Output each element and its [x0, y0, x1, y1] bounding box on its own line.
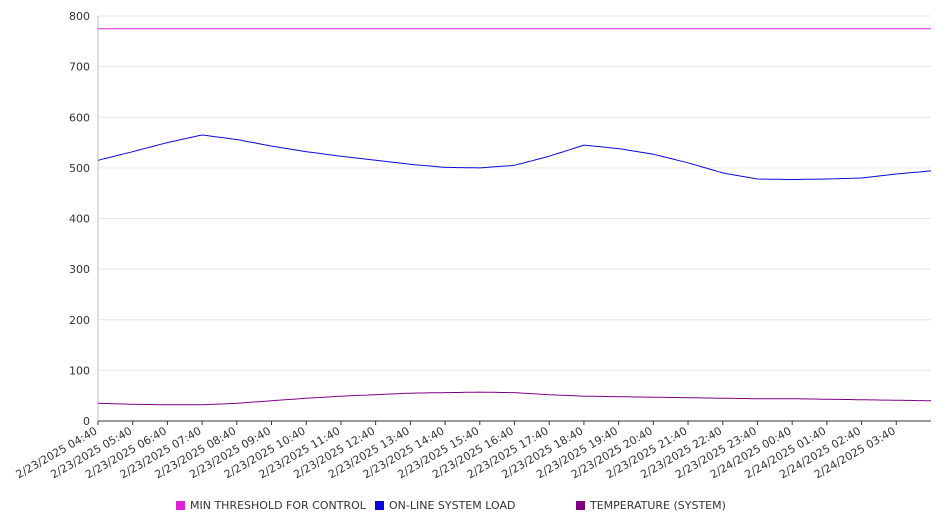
series-line-1: [97, 134, 932, 180]
x-axis-ticks: 2/23/2025 04:402/23/2025 05:402/23/2025 …: [14, 421, 898, 481]
legend-swatch: [576, 501, 585, 510]
legend-label: ON-LINE SYSTEM LOAD: [389, 499, 515, 512]
legend-swatch: [176, 501, 185, 510]
y-tick-label: 100: [69, 364, 90, 377]
legend-label: MIN THRESHOLD FOR CONTROL: [190, 499, 367, 512]
series-lines: [97, 28, 932, 406]
legend-swatch: [375, 501, 384, 510]
legend: MIN THRESHOLD FOR CONTROL ON-LINE SYSTEM …: [176, 499, 726, 512]
legend-label: TEMPERATURE (SYSTEM): [589, 499, 726, 512]
y-axis-ticks: 0 100 200 300 400 500 600 700 800: [69, 10, 90, 428]
y-tick-label: 600: [69, 111, 90, 124]
y-tick-label: 0: [83, 415, 90, 428]
y-tick-label: 200: [69, 314, 90, 327]
y-tick-label: 700: [69, 61, 90, 74]
series-line-2: [97, 391, 932, 406]
y-tick-label: 300: [69, 263, 90, 276]
y-tick-label: 800: [69, 10, 90, 23]
y-tick-label: 400: [69, 213, 90, 226]
y-tick-label: 500: [69, 162, 90, 175]
gridlines: [98, 15, 931, 371]
